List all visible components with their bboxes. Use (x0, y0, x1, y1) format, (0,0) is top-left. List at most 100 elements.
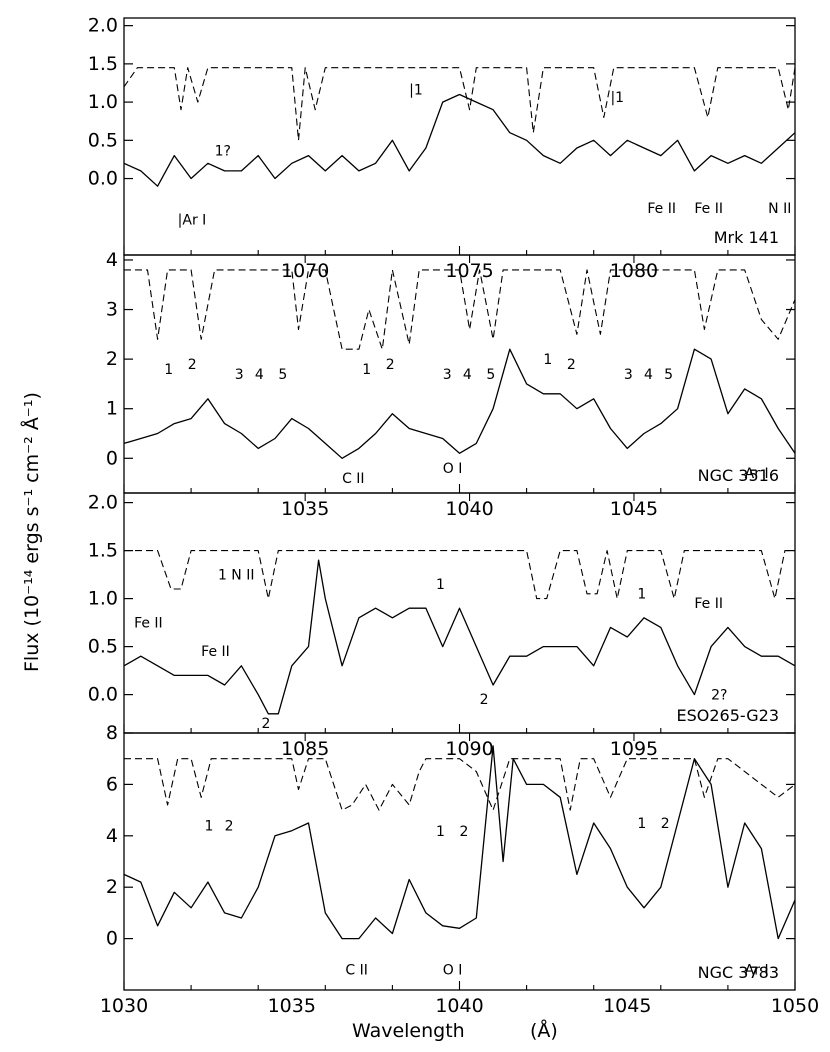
panel-eso265-g23-annotation: 1 (637, 587, 646, 603)
panel-ngc-3516-ytick-label: 0 (106, 447, 118, 469)
x-tick-label: 1035 (268, 995, 316, 1017)
panel-ngc-3783-dashed-spectrum (124, 758, 796, 811)
panel-ngc-3516-annotation: C II (342, 471, 364, 487)
panel-ngc-3516-frame (123, 254, 796, 494)
panel-mrk-141-annotation: |Ar I (178, 212, 207, 228)
panel-ngc-3516-annotation: 1 (362, 362, 371, 378)
panel-eso265-g23-top-tick-label: 1035 (281, 498, 329, 520)
panel-ngc-3516-annotation: 2 (386, 357, 395, 373)
panel-mrk-141-frame (123, 17, 796, 256)
panel-ngc-3783-annotation: 1 (205, 819, 214, 835)
panel-ngc-3783-annotation: O I (443, 963, 463, 979)
panel-ngc-3783-ytick-label: 2 (106, 876, 118, 898)
panel-ngc-3516-solid-spectrum (123, 348, 796, 459)
panel-ngc-3783-ytick-label: 6 (106, 773, 118, 795)
panel-ngc-3783-annotation: 2 (661, 816, 670, 832)
panels-group: 0.0 0.5 1.0 1.5 2.0 1? |1 |1 |Ar I Fe II Fe II N II… (88, 15, 819, 1017)
panel-ngc-3516-annotation: 1 (543, 352, 552, 368)
panel-ngc-3516-object-label: NGC 3516 (698, 466, 779, 485)
panel-ngc-3783-ytick-label: 8 (106, 722, 118, 744)
panel-ngc-3516-annotation: 3 (235, 367, 244, 383)
panel-eso265-g23-annotation: 2 (480, 692, 489, 708)
y-axis-title: Flux (10⁻¹⁴ ergs s⁻¹ cm⁻² Å⁻¹) (20, 392, 43, 672)
panel-ngc-3516-annotation: 5 (664, 367, 673, 383)
panel-ngc-3516-annotation: 4 (644, 367, 653, 383)
panel-ngc-3783-annotation: 2 (225, 819, 234, 835)
panel-eso265-g23-ytick-label: 0.5 (88, 636, 118, 658)
panel-mrk-141-ytick-label: 0.0 (88, 168, 118, 190)
panel-eso265-g23-frame (123, 492, 796, 734)
panel-ngc-3516-annotation: 2 (567, 357, 576, 373)
x-tick-label: 1045 (603, 995, 651, 1017)
panel-eso265-g23-ytick-label: 1.0 (88, 588, 118, 610)
panel-ngc-3516-annotation: O I (443, 461, 463, 477)
panel-ngc-3783-annotation: 2 (460, 824, 469, 840)
panel-eso265-g23: 0.0 0.5 1.0 1.5 2.0 1035 1040 1045 Fe II Fe II 1 N… (88, 492, 796, 734)
panel-ngc-3516-annotation: 5 (486, 367, 495, 383)
panel-eso265-g23-ytick-label: 1.5 (88, 540, 118, 562)
x-axis-unit: (Å) (530, 1019, 558, 1042)
panel-ngc-3516-ytick-label: 4 (106, 249, 118, 271)
panel-mrk-141-object-label: Mrk 141 (714, 228, 779, 247)
panel-ngc-3516-annotation: 3 (443, 367, 452, 383)
panel-ngc-3783-annotation: Ar I (745, 963, 769, 979)
panel-eso265-g23-top-tick-label: 1040 (445, 498, 493, 520)
panel-ngc-3516-annotation: 3 (624, 367, 633, 383)
panel-ngc-3516-annotation: Ar I (745, 466, 769, 482)
panel-ngc-3783-object-label: NGC 3783 (698, 963, 779, 982)
panel-mrk-141-solid-spectrum (123, 93, 796, 187)
x-axis-title: Wavelength (352, 1020, 465, 1042)
panel-ngc-3516-annotation: 4 (463, 367, 472, 383)
panel-mrk-141-annotation: N II (768, 201, 791, 217)
panel-ngc-3783-solid-spectrum (123, 745, 796, 940)
panel-eso265-g23-annotation: 1 N II (218, 567, 255, 583)
panel-mrk-141-annotation: |1 (610, 90, 624, 106)
panel-eso265-g23-annotation: Fe II (694, 596, 723, 612)
panel-ngc-3516-top-tick-label: 1080 (610, 260, 658, 282)
panel-ngc-3516-ytick-label: 1 (106, 398, 118, 420)
panel-eso265-g23-top-tick-label: 1045 (610, 498, 658, 520)
panel-eso265-g23-annotation: Fe II (134, 615, 163, 631)
panel-eso265-g23-annotation: 2? (711, 687, 727, 703)
panel-mrk-141-ytick-label: 1.0 (88, 91, 118, 113)
panel-ngc-3516-dashed-spectrum (124, 269, 796, 350)
panel-eso265-g23-annotation: Fe II (201, 644, 230, 660)
panel-ngc-3516-annotation: 5 (278, 367, 287, 383)
panel-mrk-141-annotation: Fe II (647, 201, 676, 217)
x-tick-label: 1030 (100, 995, 148, 1017)
panel-ngc-3516-top-tick-label: 1075 (445, 260, 493, 282)
panel-ngc-3783-top-tick-label: 1090 (445, 738, 493, 760)
panel-eso265-g23-object-label: ESO265-G23 (676, 706, 779, 725)
panel-eso265-g23-ytick-label: 0.0 (88, 684, 118, 706)
panel-mrk-141-ytick-label: 1.5 (88, 53, 118, 75)
panel-mrk-141: 0.0 0.5 1.0 1.5 2.0 1? |1 |1 |Ar I Fe II Fe II N II… (88, 15, 796, 256)
panel-ngc-3516-ytick-label: 3 (106, 299, 118, 321)
panel-mrk-141-annotation: Fe II (694, 201, 723, 217)
panel-eso265-g23-annotation: 2 (262, 716, 271, 732)
panel-mrk-141-dashed-spectrum (123, 67, 796, 141)
panel-ngc-3516-top-tick-label: 1070 (281, 260, 329, 282)
panel-ngc-3516-ytick-label: 2 (106, 348, 118, 370)
panel-ngc-3516-annotation: 2 (188, 357, 197, 373)
panel-eso265-g23-annotation: 1 (436, 577, 445, 593)
panel-ngc-3783-annotation: 1 (436, 824, 445, 840)
x-tick-label: 1050 (771, 995, 819, 1017)
panel-ngc-3783-ytick-label: 4 (106, 825, 118, 847)
panel-ngc-3516-annotation: 1 (164, 362, 173, 378)
panel-ngc-3783-top-tick-label: 1085 (281, 738, 329, 760)
panel-eso265-g23-solid-spectrum (123, 559, 796, 715)
panel-ngc-3783-frame (123, 732, 796, 991)
panel-ngc-3783-annotation: 1 (637, 816, 646, 832)
panel-mrk-141-annotation: |1 (409, 82, 423, 98)
panel-mrk-141-ytick-label: 0.5 (88, 129, 118, 151)
panel-ngc-3783-ytick-label: 0 (106, 928, 118, 950)
panel-mrk-141-ytick-label: 2.0 (88, 15, 118, 37)
panel-mrk-141-annotation: 1? (215, 144, 231, 160)
panel-eso265-g23-ytick-label: 2.0 (88, 492, 118, 514)
panel-ngc-3783-annotation: C II (345, 963, 367, 979)
panel-ngc-3516-annotation: 4 (255, 367, 264, 383)
panel-ngc-3783-top-tick-label: 1095 (610, 738, 658, 760)
